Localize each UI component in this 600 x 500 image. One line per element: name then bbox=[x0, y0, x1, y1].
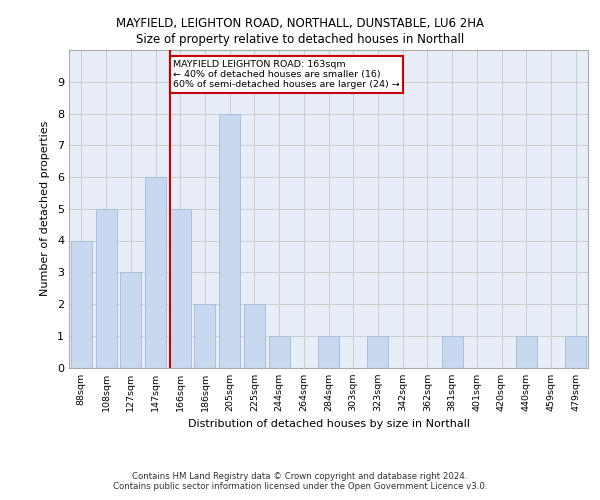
Text: MAYFIELD, LEIGHTON ROAD, NORTHALL, DUNSTABLE, LU6 2HA: MAYFIELD, LEIGHTON ROAD, NORTHALL, DUNST… bbox=[116, 18, 484, 30]
Bar bbox=[219, 114, 240, 368]
Bar bbox=[442, 336, 463, 368]
Bar bbox=[318, 336, 339, 368]
Bar bbox=[170, 209, 191, 368]
Bar bbox=[95, 209, 116, 368]
X-axis label: Distribution of detached houses by size in Northall: Distribution of detached houses by size … bbox=[187, 419, 470, 429]
Text: Contains HM Land Registry data © Crown copyright and database right 2024.: Contains HM Land Registry data © Crown c… bbox=[132, 472, 468, 481]
Text: MAYFIELD LEIGHTON ROAD: 163sqm
← 40% of detached houses are smaller (16)
60% of : MAYFIELD LEIGHTON ROAD: 163sqm ← 40% of … bbox=[173, 60, 400, 90]
Bar bbox=[120, 272, 141, 368]
Text: Size of property relative to detached houses in Northall: Size of property relative to detached ho… bbox=[136, 32, 464, 46]
Text: Contains public sector information licensed under the Open Government Licence v3: Contains public sector information licen… bbox=[113, 482, 487, 491]
Bar bbox=[145, 177, 166, 368]
Bar bbox=[269, 336, 290, 368]
Bar bbox=[367, 336, 388, 368]
Bar bbox=[244, 304, 265, 368]
Bar bbox=[516, 336, 537, 368]
Bar bbox=[565, 336, 586, 368]
Y-axis label: Number of detached properties: Number of detached properties bbox=[40, 121, 50, 296]
Bar bbox=[71, 240, 92, 368]
Bar bbox=[194, 304, 215, 368]
